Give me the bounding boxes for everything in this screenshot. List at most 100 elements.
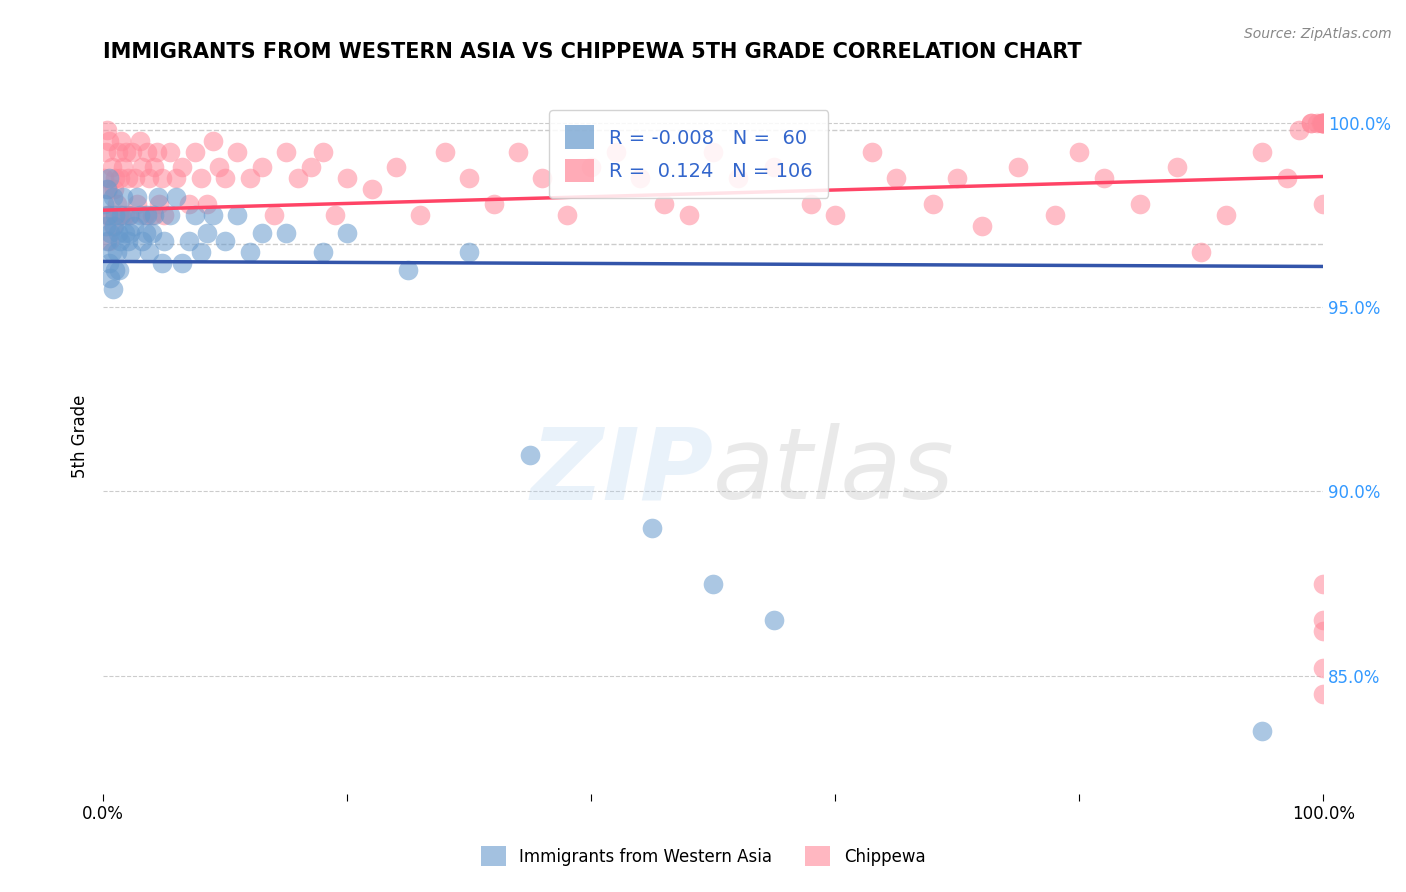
Chippewa [134,208,156,222]
Chippewa [177,197,200,211]
Chippewa [336,171,359,186]
Y-axis label: 5th Grade: 5th Grade [72,394,89,478]
Immigrants from Western Asia [141,227,163,241]
Legend: Immigrants from Western Asia, Chippewa: Immigrants from Western Asia, Chippewa [472,838,934,875]
Chippewa [100,160,122,174]
Chippewa [195,197,218,211]
Chippewa [1007,160,1029,174]
Chippewa [702,145,724,160]
Immigrants from Western Asia [96,234,118,248]
Immigrants from Western Asia [190,244,212,259]
Immigrants from Western Asia [118,227,141,241]
Immigrants from Western Asia [250,227,273,241]
Immigrants from Western Asia [702,576,724,591]
Immigrants from Western Asia [183,208,205,222]
Immigrants from Western Asia [214,234,236,248]
Chippewa [1312,116,1334,130]
Immigrants from Western Asia [117,234,139,248]
Immigrants from Western Asia [641,521,664,535]
Chippewa [110,134,132,148]
Chippewa [96,208,118,222]
Chippewa [312,145,335,160]
Immigrants from Western Asia [165,189,187,203]
Immigrants from Western Asia [101,282,124,296]
Chippewa [117,171,139,186]
Immigrants from Western Asia [127,189,149,203]
Immigrants from Western Asia [110,208,132,222]
Chippewa [800,197,823,211]
Immigrants from Western Asia [763,614,786,628]
Chippewa [1312,687,1334,701]
Chippewa [165,171,187,186]
Immigrants from Western Asia [96,182,118,196]
Text: Source: ZipAtlas.com: Source: ZipAtlas.com [1244,27,1392,41]
Immigrants from Western Asia [122,219,145,233]
Chippewa [1312,624,1334,639]
Chippewa [433,145,456,160]
Chippewa [579,160,602,174]
Immigrants from Western Asia [114,227,136,241]
Chippewa [121,145,143,160]
Chippewa [1310,116,1333,130]
Immigrants from Western Asia [153,234,176,248]
Immigrants from Western Asia [458,244,481,259]
Chippewa [143,160,166,174]
Immigrants from Western Asia [104,208,127,222]
Immigrants from Western Asia [519,448,541,462]
Chippewa [323,208,346,222]
Immigrants from Western Asia [118,208,141,222]
Chippewa [884,171,907,186]
Immigrants from Western Asia [128,208,150,222]
Chippewa [141,208,163,222]
Chippewa [531,171,554,186]
Chippewa [1043,208,1066,222]
Immigrants from Western Asia [201,208,224,222]
Chippewa [94,145,117,160]
Chippewa [1189,244,1212,259]
Chippewa [287,171,309,186]
Text: IMMIGRANTS FROM WESTERN ASIA VS CHIPPEWA 5TH GRADE CORRELATION CHART: IMMIGRANTS FROM WESTERN ASIA VS CHIPPEWA… [103,42,1081,62]
Immigrants from Western Asia [172,256,194,270]
Chippewa [276,145,298,160]
Chippewa [1069,145,1091,160]
Chippewa [148,197,170,211]
Chippewa [946,171,969,186]
Chippewa [921,197,943,211]
Immigrants from Western Asia [104,263,127,277]
Chippewa [385,160,408,174]
Chippewa [263,208,285,222]
Text: atlas: atlas [713,424,955,520]
Immigrants from Western Asia [98,256,121,270]
Chippewa [118,208,141,222]
Immigrants from Western Asia [98,171,121,186]
Chippewa [860,145,883,160]
Chippewa [108,208,131,222]
Chippewa [111,160,134,174]
Chippewa [1288,123,1310,137]
Immigrants from Western Asia [120,244,142,259]
Chippewa [678,208,700,222]
Chippewa [208,160,231,174]
Chippewa [190,171,212,186]
Chippewa [153,208,176,222]
Chippewa [763,160,786,174]
Immigrants from Western Asia [226,208,249,222]
Chippewa [138,171,160,186]
Immigrants from Western Asia [276,227,298,241]
Chippewa [98,234,121,248]
Chippewa [127,197,149,211]
Chippewa [115,145,138,160]
Text: ZIP: ZIP [530,424,713,520]
Chippewa [114,208,136,222]
Immigrants from Western Asia [94,219,117,233]
Immigrants from Western Asia [1251,724,1274,739]
Immigrants from Western Asia [100,227,122,241]
Immigrants from Western Asia [135,227,157,241]
Immigrants from Western Asia [131,234,153,248]
Chippewa [628,171,651,186]
Chippewa [98,134,121,148]
Chippewa [360,182,382,196]
Immigrants from Western Asia [143,208,166,222]
Chippewa [101,219,124,233]
Chippewa [238,171,260,186]
